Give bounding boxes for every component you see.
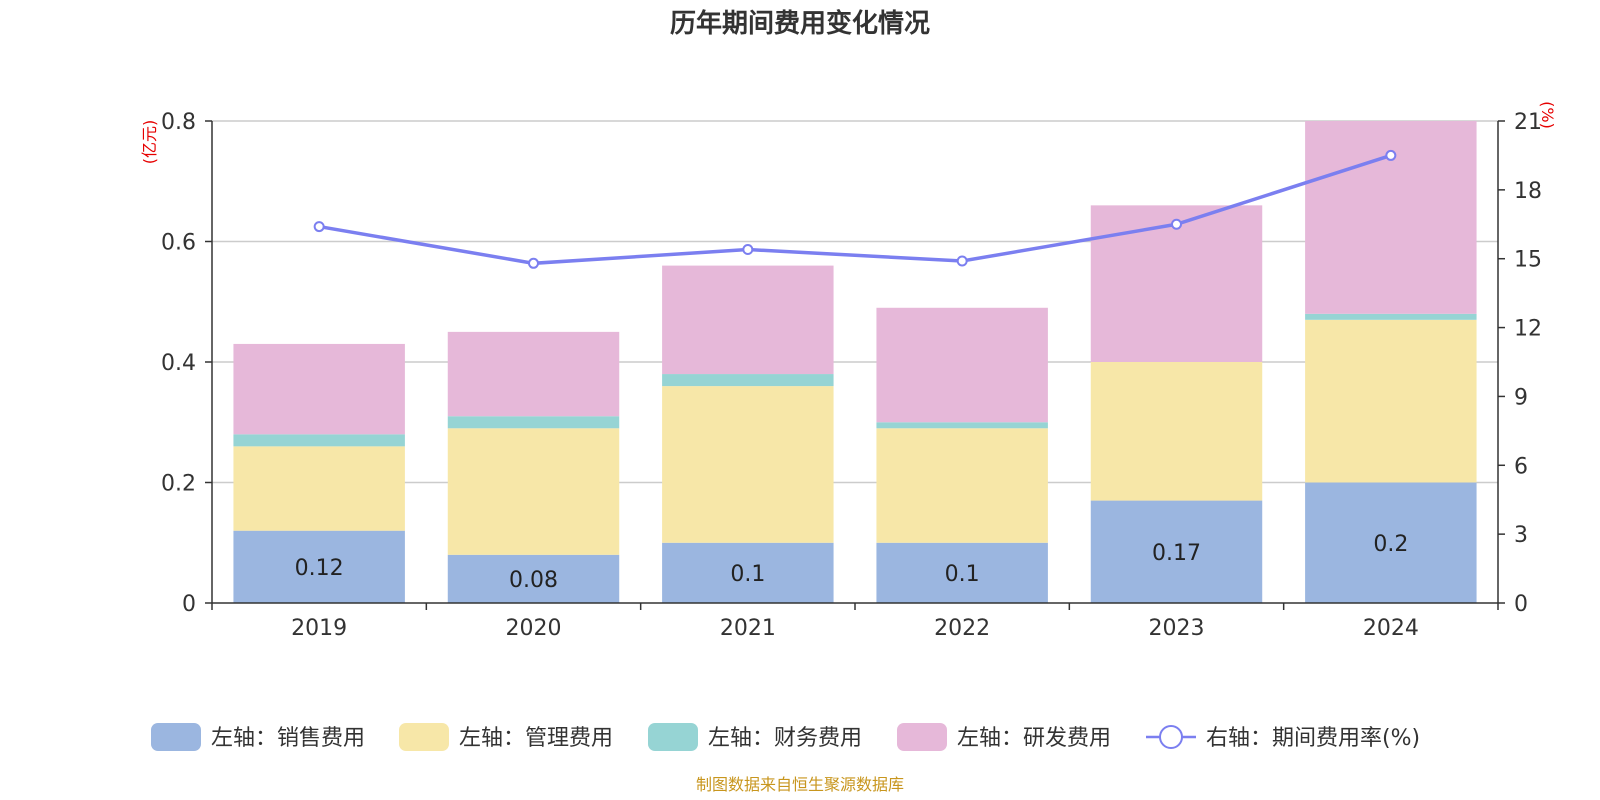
x-axis-tick-label: 2023	[1149, 616, 1205, 641]
left-axis-tick-label: 0	[182, 592, 196, 617]
source-note: 制图数据来自恒生聚源数据库	[696, 775, 904, 794]
right-axis-unit: (%)	[1538, 101, 1557, 129]
rate-line-point	[1385, 149, 1397, 161]
x-axis-tick-label: 2024	[1363, 616, 1419, 641]
bar-segment-3	[447, 416, 620, 429]
axes: 0 0.2 0.4 0.6 0.8 0 3 6 9 12 15 18 21 2019 2020 2021 202…	[161, 110, 1542, 641]
bar-data-label: 0.08	[509, 568, 558, 593]
bar-segment-2	[1090, 362, 1263, 501]
left-axis-tick-label: 0.2	[161, 472, 196, 497]
bar-data-label: 0.1	[730, 562, 765, 587]
right-axis-tick-label: 12	[1514, 317, 1542, 342]
bar-segment-2	[447, 428, 620, 555]
x-axis-tick-label: 2022	[934, 616, 990, 641]
bar-data-label: 0.2	[1373, 532, 1408, 557]
bar-segment-2	[662, 386, 834, 543]
bar-segment-1	[662, 542, 834, 603]
legend-label: 左轴：研发费用	[957, 726, 1111, 751]
right-axis-tick-label: 15	[1514, 248, 1542, 273]
rate-line-point	[742, 244, 754, 256]
legend-swatch	[897, 723, 947, 751]
rate-line-series	[313, 149, 1397, 269]
x-axis-tick-label: 2019	[291, 616, 347, 641]
x-axis-tick-label: 2020	[506, 616, 562, 641]
bar-segment-2	[233, 446, 405, 531]
left-axis-tick-label: 0.8	[161, 110, 196, 135]
left-axis-tick-label: 0.6	[161, 231, 196, 256]
legend-label: 右轴：期间费用率(%)	[1206, 726, 1420, 751]
rate-line-point	[956, 255, 968, 267]
bar-segment-4	[1090, 205, 1263, 362]
legend-marker	[1159, 725, 1183, 749]
legend-label: 左轴：财务费用	[708, 726, 862, 751]
right-axis-tick-label: 18	[1514, 179, 1542, 204]
bar-data-label: 0.1	[945, 562, 980, 587]
bar-segment-4	[447, 331, 620, 417]
bar-segment-4	[662, 265, 834, 375]
x-axis-tick-label: 2021	[720, 616, 776, 641]
bar-segment-1	[447, 554, 620, 603]
rate-line-point	[313, 221, 325, 233]
bar-segment-1	[1090, 500, 1263, 603]
bar-segment-2	[1305, 319, 1477, 483]
bar-segment-3	[233, 434, 405, 447]
right-axis-tick-label: 21	[1514, 110, 1542, 135]
bar-segment-3	[662, 374, 834, 387]
bar-segment-3	[876, 422, 1048, 429]
legend-label: 左轴：管理费用	[459, 726, 613, 751]
bar-segment-4	[1305, 121, 1477, 314]
legend-swatch	[399, 723, 449, 751]
grid-lines	[212, 120, 1498, 484]
right-axis-tick-label: 3	[1514, 523, 1528, 548]
legend: 左轴：销售费用 左轴：管理费用 左轴：财务费用 左轴：研发费用 右轴：期间费用率(%)	[151, 723, 1420, 751]
bar-segment-1	[1305, 482, 1477, 603]
bar-segment-2	[876, 428, 1048, 543]
left-axis-tick-label: 0.4	[161, 351, 196, 376]
bar-segment-1	[233, 530, 405, 603]
left-axis-unit: (亿元)	[140, 120, 159, 165]
right-axis-tick-label: 0	[1514, 592, 1528, 617]
bar-segment-4	[233, 343, 405, 435]
bar-data-label: 0.12	[295, 556, 344, 581]
bar-series: 0.12 0.08 0.1 0.1 0.17 0.2	[233, 121, 1477, 603]
bar-segment-3	[1305, 313, 1477, 320]
legend-swatch	[151, 723, 201, 751]
right-axis-tick-label: 9	[1514, 385, 1528, 410]
right-axis-tick-label: 6	[1514, 454, 1528, 479]
legend-swatch	[648, 723, 698, 751]
rate-line	[318, 153, 1392, 266]
bar-data-label: 0.17	[1152, 541, 1201, 566]
chart-title: 历年期间费用变化情况	[670, 8, 930, 39]
bar-segment-1	[876, 542, 1048, 603]
bar-segment-4	[876, 307, 1048, 423]
legend-label: 左轴：销售费用	[211, 726, 365, 751]
rate-line-point	[1171, 218, 1182, 230]
rate-line-point	[528, 257, 539, 269]
